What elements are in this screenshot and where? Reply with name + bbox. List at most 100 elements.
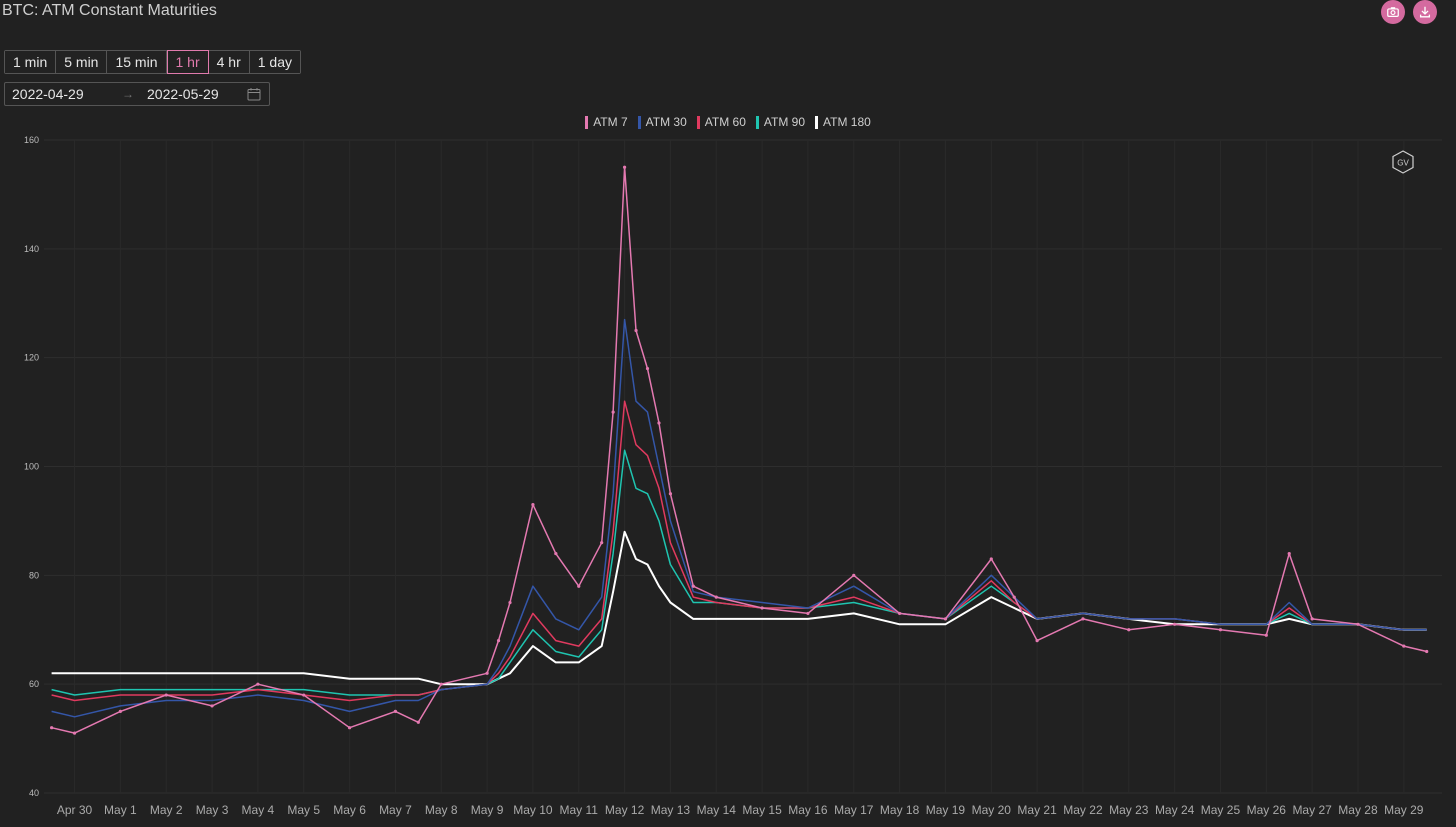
series-line-atm7 — [51, 166, 1427, 734]
y-tick-label: 120 — [24, 353, 39, 363]
timeframe-1day[interactable]: 1 day — [249, 51, 300, 73]
x-tick-label: May 25 — [1201, 803, 1241, 817]
legend-label: ATM 7 — [593, 115, 628, 129]
x-tick-label: Apr 30 — [57, 803, 93, 817]
x-tick-label: May 16 — [788, 803, 828, 817]
x-tick-label: May 7 — [379, 803, 412, 817]
timeframe-1min[interactable]: 1 min — [5, 51, 57, 73]
legend-item-atm90[interactable]: ATM 90 — [755, 115, 806, 129]
start-date-input[interactable]: 2022-04-29 — [12, 86, 84, 102]
download-button[interactable] — [1413, 0, 1437, 24]
series-line-atm30 — [51, 318, 1427, 718]
data-point-atm7 — [1264, 633, 1268, 637]
data-point-atm7 — [256, 682, 260, 686]
data-point-atm7 — [645, 366, 650, 371]
date-separator: → — [122, 87, 134, 101]
timeframe-15min[interactable]: 15 min — [107, 51, 167, 73]
data-point-atm7 — [1218, 628, 1223, 632]
data-point-atm7 — [1012, 595, 1016, 599]
x-tick-label: May 26 — [1247, 803, 1287, 817]
data-point-atm7 — [50, 726, 54, 730]
legend-swatch — [696, 115, 700, 129]
data-point-atm7 — [943, 617, 948, 621]
legend-label: ATM 180 — [823, 115, 871, 129]
data-point-atm7 — [1081, 617, 1085, 621]
x-tick-label: May 28 — [1338, 803, 1378, 817]
data-point-atm7 — [347, 726, 352, 730]
x-tick-label: May 24 — [1155, 803, 1195, 817]
x-tick-label: May 29 — [1384, 803, 1424, 817]
data-point-atm7 — [714, 595, 718, 599]
x-tick-label: May 5 — [287, 803, 320, 817]
screenshot-button[interactable] — [1381, 0, 1405, 24]
data-point-atm7 — [1287, 551, 1291, 556]
x-tick-label: May 1 — [104, 803, 137, 817]
legend-item-atm60[interactable]: ATM 60 — [696, 115, 746, 129]
x-tick-label: May 23 — [1109, 803, 1149, 817]
data-point-atm7 — [634, 328, 638, 333]
legend-swatch — [755, 115, 759, 129]
y-tick-label: 100 — [24, 462, 39, 472]
data-point-atm7 — [164, 693, 168, 697]
data-point-atm7 — [611, 410, 615, 414]
x-tick-label: May 18 — [880, 803, 920, 817]
legend-label: ATM 90 — [763, 115, 806, 129]
data-point-atm7 — [508, 600, 512, 605]
end-date-input[interactable]: 2022-05-29 — [147, 86, 219, 102]
data-point-atm7 — [1127, 628, 1131, 632]
x-tick-label: May 27 — [1292, 803, 1332, 817]
data-point-atm7 — [1402, 644, 1406, 648]
x-tick-label: May 6 — [333, 803, 366, 817]
x-tick-label: May 17 — [834, 803, 874, 817]
data-point-atm7 — [1356, 622, 1360, 626]
data-point-atm7 — [393, 709, 398, 713]
data-point-atm7 — [416, 720, 420, 724]
y-tick-label: 160 — [24, 135, 39, 145]
download-icon — [1419, 6, 1431, 18]
data-point-atm7 — [657, 421, 661, 425]
timeframe-1hr[interactable]: 1 hr — [166, 50, 209, 74]
x-tick-label: May 22 — [1063, 803, 1103, 817]
calendar-icon[interactable] — [247, 87, 261, 101]
timeframe-5min[interactable]: 5 min — [56, 51, 108, 73]
data-point-atm7 — [600, 541, 604, 545]
data-point-atm7 — [852, 573, 856, 577]
y-tick-label: 140 — [24, 244, 39, 254]
gv-logo-icon: GV — [1392, 150, 1414, 174]
y-tick-label: 60 — [29, 679, 39, 689]
data-point-atm7 — [554, 551, 558, 556]
legend-swatch — [585, 115, 589, 129]
legend-item-atm30[interactable]: ATM 30 — [637, 115, 687, 129]
x-tick-label: May 12 — [605, 803, 645, 817]
data-point-atm7 — [485, 671, 489, 675]
series-line-atm180 — [51, 530, 1427, 686]
data-point-atm7 — [1425, 649, 1429, 654]
data-point-atm7 — [577, 584, 581, 588]
x-tick-label: May 8 — [425, 803, 458, 817]
data-point-atm7 — [72, 731, 77, 735]
data-point-atm7 — [806, 611, 810, 616]
data-point-atm7 — [622, 165, 627, 169]
data-point-atm7 — [1310, 617, 1314, 621]
x-tick-label: May 4 — [242, 803, 275, 817]
data-point-atm7 — [439, 682, 443, 686]
legend-swatch — [815, 115, 819, 129]
data-point-atm7 — [760, 606, 764, 610]
chart-legend: ATM 7 ATM 30 ATM 60 ATM 90 ATM 180 — [0, 115, 1456, 129]
legend-label: ATM 60 — [704, 115, 746, 129]
x-tick-label: May 3 — [196, 803, 229, 817]
data-point-atm7 — [496, 639, 501, 643]
x-tick-label: May 13 — [651, 803, 691, 817]
chart-plot-area[interactable]: 40 60 80 100 120 140 160 Apr 30 May 1 May 2 May 3 M… — [0, 130, 1456, 827]
x-tick-label: May 11 — [560, 803, 599, 817]
legend-item-atm180[interactable]: ATM 180 — [815, 115, 871, 129]
x-tick-label: May 15 — [742, 803, 782, 817]
data-point-atm7 — [210, 704, 214, 708]
date-range-picker: 2022-04-29 → 2022-05-29 — [4, 82, 270, 106]
x-tick-label: May 10 — [513, 803, 553, 817]
x-tick-label: May 21 — [1017, 803, 1057, 817]
data-point-atm7 — [668, 492, 673, 496]
x-tick-label: May 9 — [471, 803, 504, 817]
timeframe-4hr[interactable]: 4 hr — [208, 51, 250, 73]
legend-item-atm7[interactable]: ATM 7 — [585, 115, 628, 129]
